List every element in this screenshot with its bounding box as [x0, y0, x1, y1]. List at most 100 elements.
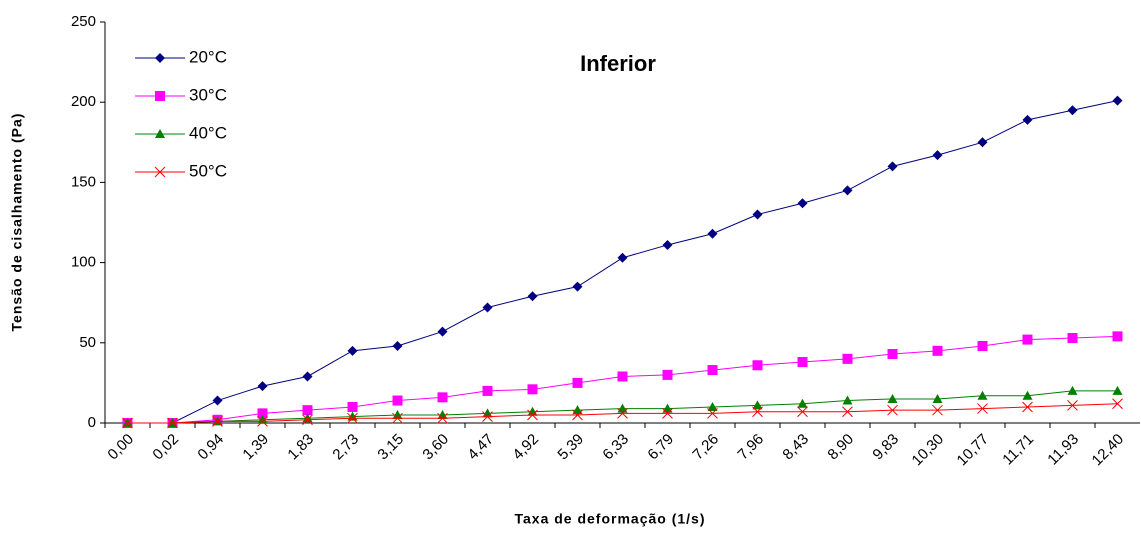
marker [932, 404, 943, 416]
marker [797, 398, 808, 408]
marker [977, 390, 988, 400]
marker [707, 408, 718, 419]
marker [842, 395, 853, 405]
marker [482, 302, 493, 313]
marker [257, 408, 268, 419]
x-axis-label: Taxa de deformação (1/s) [514, 511, 705, 527]
y-tick-label: 200 [71, 93, 96, 110]
marker [887, 393, 898, 403]
x-tick-label: 9,83 [869, 431, 902, 464]
x-tick-label: 4,47 [464, 431, 497, 464]
marker [1022, 390, 1033, 400]
marker [527, 409, 538, 421]
marker [1112, 95, 1123, 106]
x-tick-label: 7,26 [689, 431, 722, 464]
marker [887, 404, 898, 416]
marker [842, 406, 853, 418]
y-tick-label: 100 [71, 254, 96, 271]
marker [257, 381, 268, 392]
marker [1022, 334, 1033, 345]
x-tick-label: 8,90 [824, 431, 857, 464]
marker [437, 326, 448, 337]
legend-marker [154, 166, 166, 178]
x-tick-label: 12,40 [1089, 431, 1128, 470]
marker [527, 384, 538, 395]
marker [1067, 105, 1078, 116]
legend-marker [155, 129, 165, 138]
y-tick-label: 250 [71, 13, 96, 30]
x-tick-label: 6,33 [599, 431, 632, 464]
marker [347, 412, 358, 424]
y-tick-label: 0 [88, 414, 96, 431]
x-tick-label: 11,71 [999, 431, 1037, 469]
marker [572, 281, 583, 292]
marker [1067, 400, 1078, 411]
marker [1112, 385, 1123, 395]
x-tick-label: 8,43 [779, 431, 812, 464]
x-tick-label: 3,60 [419, 431, 452, 464]
marker [1112, 398, 1123, 410]
marker [482, 411, 493, 422]
marker [932, 150, 943, 161]
marker [977, 137, 988, 148]
marker [797, 357, 808, 368]
marker [707, 228, 718, 239]
x-tick-label: 5,39 [554, 431, 587, 464]
marker [977, 341, 988, 352]
marker [347, 345, 358, 356]
x-tick-label: 0,00 [104, 431, 137, 464]
marker [797, 198, 808, 209]
marker [482, 385, 493, 396]
y-axis-label: Tensão de cisalhamento (Pa) [9, 113, 25, 332]
marker [662, 408, 673, 419]
marker [1112, 331, 1123, 342]
x-tick-label: 4,92 [509, 431, 542, 464]
marker [1067, 385, 1078, 395]
marker [437, 409, 448, 419]
marker [752, 360, 763, 371]
x-tick-label: 1,83 [284, 431, 317, 464]
marker [212, 416, 223, 427]
marker [932, 345, 943, 356]
marker [527, 291, 538, 302]
x-tick-label: 10,30 [909, 431, 948, 470]
marker [617, 371, 628, 382]
x-tick-label: 6,79 [644, 431, 677, 464]
legend-label: 20°C [189, 47, 227, 66]
marker [617, 408, 628, 419]
marker [167, 417, 178, 429]
marker [1067, 332, 1078, 343]
marker [1022, 401, 1033, 413]
marker [752, 400, 763, 410]
legend-marker [155, 53, 165, 63]
marker [392, 409, 403, 419]
marker [302, 405, 313, 416]
x-tick-label: 7,96 [734, 431, 767, 464]
x-tick-label: 2,73 [329, 431, 362, 464]
legend-label: 30°C [189, 85, 227, 104]
y-tick-label: 50 [79, 334, 96, 351]
marker [707, 365, 718, 376]
marker [392, 412, 403, 424]
marker [437, 392, 448, 403]
legend-label: 50°C [189, 161, 227, 180]
x-tick-label: 1,39 [239, 431, 272, 464]
marker [1022, 114, 1033, 125]
marker [302, 371, 313, 382]
marker [437, 412, 448, 424]
marker [707, 401, 718, 411]
marker [977, 403, 988, 414]
marker [122, 417, 133, 429]
marker [752, 209, 763, 220]
x-tick-label: 0,02 [149, 431, 182, 464]
marker [842, 185, 853, 196]
marker [347, 401, 358, 412]
marker [392, 341, 403, 352]
marker [887, 161, 898, 172]
x-tick-label: 0,94 [194, 431, 227, 464]
marker [482, 408, 493, 418]
marker [662, 369, 673, 380]
marker [752, 406, 763, 418]
marker [572, 377, 583, 388]
marker [527, 406, 538, 416]
